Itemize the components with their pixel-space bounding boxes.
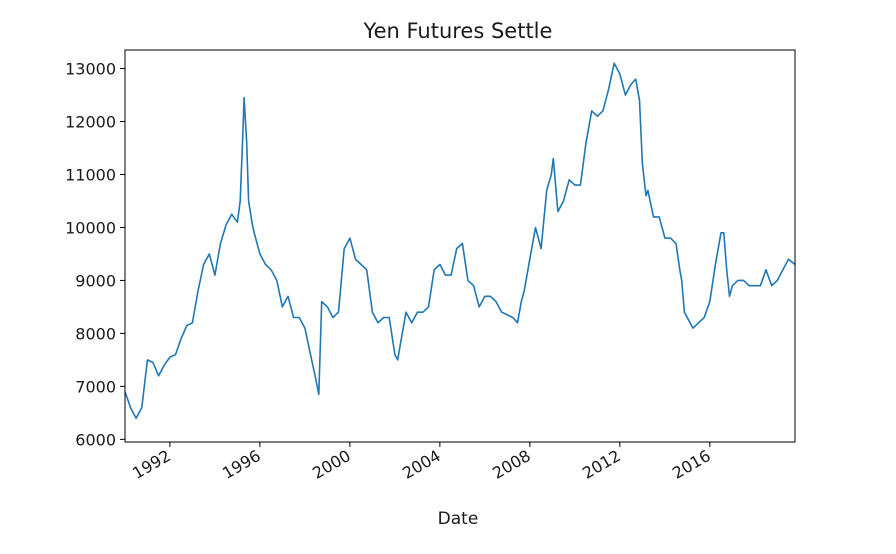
x-axis: 1992 1996 2000 2004 2008 2012 2016 (129, 442, 714, 483)
plot-area (124, 49, 796, 443)
y-tick-label: 6000 (75, 430, 116, 449)
plot-frame (124, 49, 796, 443)
x-tick-label: 2004 (399, 446, 444, 483)
series-line-0 (124, 62, 796, 419)
x-tick-label: 2008 (489, 446, 534, 483)
x-tick-label: 2012 (579, 446, 624, 483)
y-tick-label: 12000 (65, 113, 116, 132)
y-axis: 6000 7000 8000 9000 10000 11000 12000 13000 (65, 60, 125, 449)
y-tick-label: 7000 (75, 377, 116, 396)
x-tick-label: 1992 (129, 446, 174, 483)
y-tick-label: 13000 (65, 60, 116, 79)
chart-title: Yen Futures Settle (363, 19, 553, 43)
y-tick-label: 10000 (65, 218, 116, 237)
y-tick-label: 8000 (75, 324, 116, 343)
x-tick-label: 1996 (219, 446, 264, 483)
x-tick-label: 2016 (669, 446, 714, 483)
x-tick-label: 2000 (309, 446, 354, 483)
y-tick-label: 11000 (65, 165, 116, 184)
y-tick-label: 9000 (75, 271, 116, 290)
x-axis-label: Date (438, 509, 479, 529)
